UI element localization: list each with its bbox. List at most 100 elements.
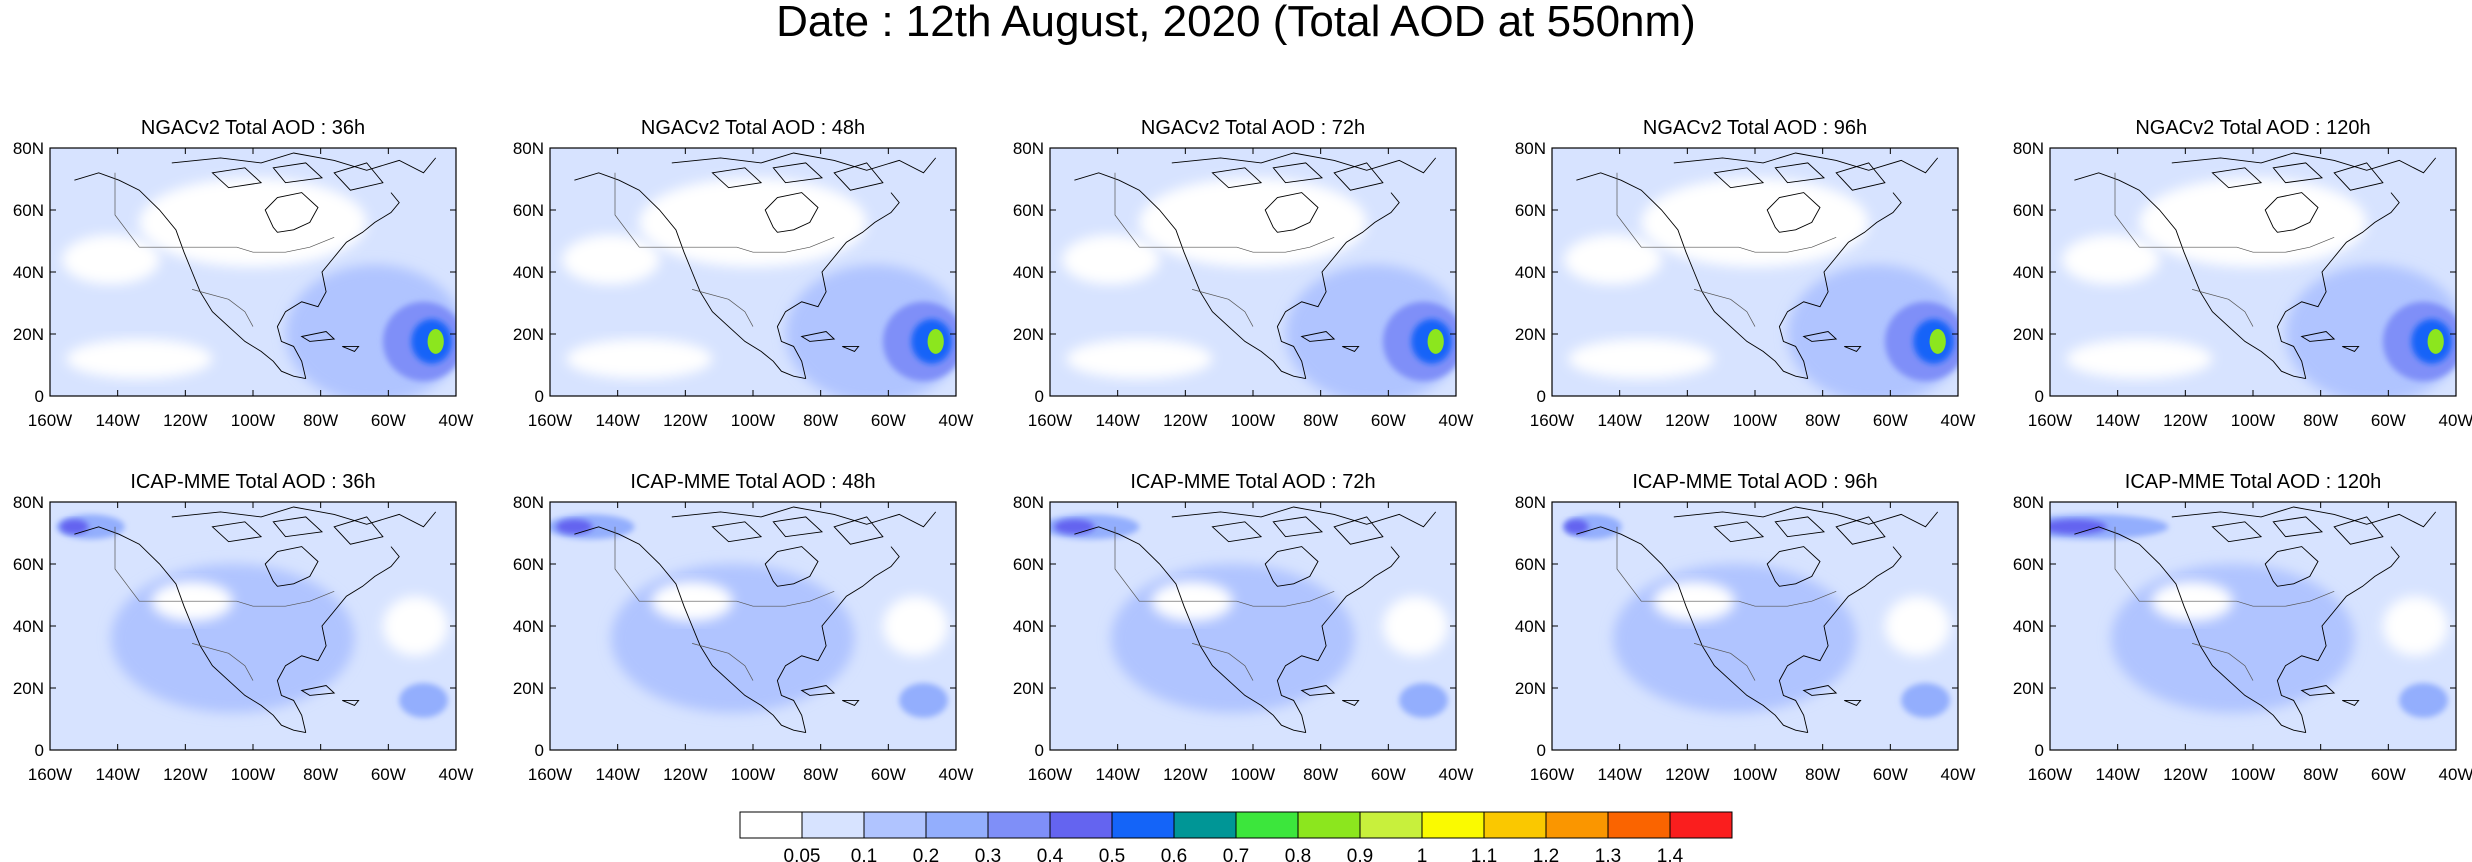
lon-tick-label: 60W <box>1873 411 1908 430</box>
lon-tick-label: 140W <box>1597 411 1641 430</box>
lon-tick-label: 140W <box>2095 765 2139 784</box>
lon-tick-label: 60W <box>2371 411 2406 430</box>
lat-tick-label: 80N <box>1515 139 1546 158</box>
lon-tick-label: 60W <box>1371 765 1406 784</box>
country-border <box>614 172 835 327</box>
lat-tick-label: 0 <box>35 387 44 406</box>
colorbar-swatch <box>801 811 865 839</box>
coastline <box>574 506 937 734</box>
lat-tick-label: 20N <box>2013 325 2044 344</box>
lat-tick-label: 20N <box>1515 679 1546 698</box>
colorbar-swatch <box>1111 811 1175 839</box>
panel-title: NGACv2 Total AOD : 96h <box>1643 117 1867 139</box>
lon-tick-label: 120W <box>1665 411 1709 430</box>
country-border <box>614 526 835 681</box>
lon-tick-label: 140W <box>95 765 139 784</box>
country-border <box>1114 172 1335 327</box>
colorbar-label: 1.3 <box>1595 846 1621 862</box>
lat-tick-label: 40N <box>1013 617 1044 636</box>
colorbar-label: 0.6 <box>1161 846 1187 862</box>
lat-tick-label: 40N <box>13 617 44 636</box>
lat-tick-label: 0 <box>1035 387 1044 406</box>
lon-tick-label: 160W <box>1028 765 1072 784</box>
colorbar-swatch <box>925 811 989 839</box>
colorbar-label: 0.2 <box>913 846 939 862</box>
panel-title: NGACv2 Total AOD : 36h <box>141 117 365 139</box>
panel-title: ICAP-MME Total AOD : 72h <box>1130 471 1375 493</box>
lat-tick-label: 60N <box>2013 555 2044 574</box>
colorbar-label: 0.3 <box>975 846 1001 862</box>
lon-tick-label: 40W <box>1941 411 1976 430</box>
colorbar-label: 0.9 <box>1347 846 1373 862</box>
lat-tick-label: 0 <box>2035 741 2044 760</box>
colorbar-label: 0.1 <box>851 846 877 862</box>
lat-tick-label: 0 <box>35 741 44 760</box>
lon-tick-label: 100W <box>231 765 275 784</box>
lon-tick-label: 160W <box>2028 411 2072 430</box>
colorbar-swatch <box>1545 811 1609 839</box>
coastline <box>1074 506 1437 734</box>
lon-tick-label: 100W <box>231 411 275 430</box>
panel-title: NGACv2 Total AOD : 72h <box>1141 117 1365 139</box>
lon-tick-label: 80W <box>1303 765 1338 784</box>
lon-tick-label: 140W <box>595 411 639 430</box>
map-panel: NGACv2 Total AOD : 48h 0 20N 40N 60N 80N 160W 1… <box>513 117 974 430</box>
colorbar-swatch <box>987 811 1051 839</box>
lat-tick-label: 80N <box>513 493 544 512</box>
lon-tick-label: 140W <box>2095 411 2139 430</box>
lon-tick-label: 60W <box>2371 765 2406 784</box>
lat-tick-label: 20N <box>13 325 44 344</box>
colorbar: 0.05 0.1 0.2 0.3 0.4 0.5 0.6 0.7 0.8 0.9 1 1.1 1.2 1.… <box>739 811 1733 862</box>
lat-tick-label: 20N <box>513 679 544 698</box>
lon-tick-label: 80W <box>2303 411 2338 430</box>
lat-tick-label: 0 <box>1537 387 1546 406</box>
lon-tick-label: 120W <box>1665 765 1709 784</box>
colorbar-label: 0.5 <box>1099 846 1125 862</box>
country-border <box>2114 172 2335 327</box>
country-border <box>1616 172 1837 327</box>
lat-tick-label: 60N <box>2013 201 2044 220</box>
country-border <box>114 172 335 327</box>
lat-tick-label: 80N <box>1013 493 1044 512</box>
map-panel: ICAP-MME Total AOD : 36h 0 20N 40N 60N 80N 160… <box>13 471 474 784</box>
colorbar-label: 0.7 <box>1223 846 1249 862</box>
map-panel: NGACv2 Total AOD : 96h 0 20N 40N 60N 80N 160W 1… <box>1515 117 1976 430</box>
colorbar-label: 0.8 <box>1285 846 1311 862</box>
lon-tick-label: 100W <box>1733 765 1777 784</box>
map-panel: NGACv2 Total AOD : 72h 0 20N 40N 60N 80N 160W 1… <box>1013 117 1474 430</box>
colorbar-swatch <box>1359 811 1423 839</box>
colorbar-label: 1.1 <box>1471 846 1497 862</box>
lon-tick-label: 40W <box>1439 411 1474 430</box>
panel-title: ICAP-MME Total AOD : 96h <box>1632 471 1877 493</box>
lon-tick-label: 120W <box>1163 411 1207 430</box>
country-border <box>1616 526 1837 681</box>
colorbar-label: 1.2 <box>1533 846 1559 862</box>
lon-tick-label: 100W <box>2231 765 2275 784</box>
lat-tick-label: 60N <box>1013 201 1044 220</box>
lat-tick-label: 0 <box>2035 387 2044 406</box>
lon-tick-label: 140W <box>1095 411 1139 430</box>
lat-tick-label: 40N <box>2013 617 2044 636</box>
lat-tick-label: 20N <box>1013 679 1044 698</box>
country-border <box>2114 526 2335 681</box>
lat-tick-label: 80N <box>1013 139 1044 158</box>
lon-tick-label: 80W <box>303 411 338 430</box>
lon-tick-label: 60W <box>871 411 906 430</box>
colorbar-swatch <box>1421 811 1485 839</box>
colorbar-swatch <box>739 811 803 839</box>
lon-tick-label: 160W <box>528 765 572 784</box>
lon-tick-label: 60W <box>371 765 406 784</box>
coastline <box>1576 152 1939 380</box>
coastline <box>574 152 937 380</box>
lon-tick-label: 100W <box>731 411 775 430</box>
lon-tick-label: 40W <box>439 411 474 430</box>
lat-tick-label: 20N <box>2013 679 2044 698</box>
lat-tick-label: 80N <box>13 139 44 158</box>
lat-tick-label: 20N <box>1515 325 1546 344</box>
lon-tick-label: 160W <box>1530 411 1574 430</box>
lat-tick-label: 80N <box>513 139 544 158</box>
lat-tick-label: 0 <box>1035 741 1044 760</box>
lat-tick-label: 40N <box>1515 617 1546 636</box>
lon-tick-label: 120W <box>163 411 207 430</box>
lon-tick-label: 40W <box>2439 411 2472 430</box>
